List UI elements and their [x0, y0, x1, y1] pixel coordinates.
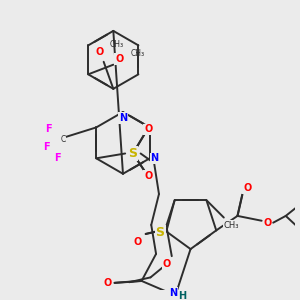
Text: N: N — [169, 287, 178, 298]
Text: H: H — [178, 291, 186, 300]
Text: O: O — [144, 171, 152, 181]
Text: CH₃: CH₃ — [110, 40, 124, 49]
Text: F: F — [54, 153, 61, 163]
Text: CH₃: CH₃ — [224, 221, 239, 230]
Text: F: F — [45, 124, 51, 134]
Text: O: O — [144, 124, 152, 134]
Text: S: S — [155, 226, 164, 239]
Text: C: C — [61, 136, 66, 145]
Text: O: O — [96, 47, 104, 57]
Text: O: O — [263, 218, 272, 228]
Text: O: O — [163, 259, 171, 269]
Text: O: O — [134, 237, 142, 247]
Text: O: O — [104, 278, 112, 288]
Text: F: F — [43, 142, 49, 152]
Text: S: S — [128, 147, 137, 160]
Text: O: O — [243, 183, 251, 193]
Text: N: N — [119, 113, 127, 123]
Text: O: O — [115, 54, 123, 64]
Text: N: N — [151, 153, 159, 163]
Text: CH₃: CH₃ — [131, 49, 145, 58]
